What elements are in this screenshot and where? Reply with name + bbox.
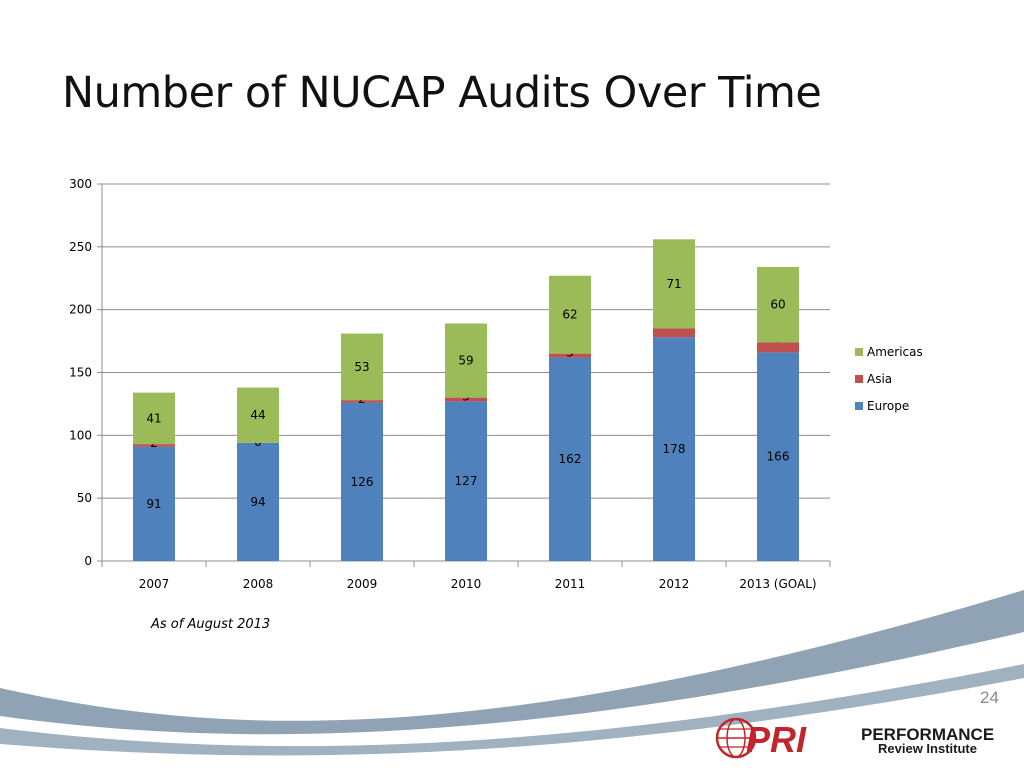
legend-label-asia: Asia [867,372,892,386]
bar-europe [653,337,695,561]
y-tick-label: 50 [77,491,92,505]
y-tick-label: 100 [69,428,92,442]
x-tick-label: 2010 [451,577,482,591]
data-label-americas: 60 [770,298,785,312]
data-label-americas: 59 [458,354,473,368]
bar-europe [549,357,591,561]
x-tick-label: 2009 [347,577,378,591]
logo-line2: Review Institute [878,741,977,756]
bar-americas [237,387,279,443]
data-label-europe: 127 [455,474,478,488]
x-tick-label: 2012 [659,577,690,591]
logo-line1: PERFORMANCE [861,725,994,744]
bar-asia [133,444,175,447]
x-tick-label: 2013 (GOAL) [739,577,816,591]
legend-swatch-asia [855,375,863,383]
bar-europe [237,442,279,561]
data-label-americas: 62 [562,308,577,322]
bar-asia [653,328,695,338]
bar-americas [341,333,383,401]
page-number: 24 [980,688,999,707]
bar-americas [133,392,175,445]
legend-swatch-americas [855,348,863,356]
y-tick-label: 0 [84,554,92,568]
y-tick-label: 200 [69,303,92,317]
stacked-bar-chart: 0 50 100 150 200 250 300 2007 2008 2009 2010 2011 20… [69,177,923,591]
bar-europe [133,446,175,561]
x-tick-label: 2011 [555,577,586,591]
data-label-americas: 44 [250,408,265,422]
globe-icon [715,717,757,759]
y-tick-label: 250 [69,240,92,254]
bar-americas [653,239,695,329]
data-label-americas: 53 [354,360,369,374]
x-tick-label: 2007 [139,577,170,591]
bar-americas [549,275,591,354]
data-label-europe: 162 [559,452,582,466]
data-label-europe: 126 [351,475,374,489]
y-tick-label: 300 [69,177,92,191]
data-label-americas: 71 [666,277,681,291]
legend-label-americas: Americas [867,345,923,359]
x-tick-label: 2008 [243,577,274,591]
bar-europe [445,401,487,561]
bar-americas [757,266,799,343]
y-tick-label: 150 [69,366,92,380]
bar-americas [445,323,487,398]
legend-swatch-europe [855,402,863,410]
bar-asia [445,397,487,402]
bar-asia [757,342,799,353]
data-label-americas: 41 [146,411,161,425]
bar-europe [757,352,799,561]
logo-mark: PRI [746,719,807,760]
data-label-europe: 178 [663,442,686,456]
slide-title: Number of NUCAP Audits Over Time [62,68,822,118]
bar-asia [341,400,383,403]
bar-asia [549,353,591,358]
data-label-europe: 94 [250,495,265,509]
data-label-europe: 166 [767,450,790,464]
data-label-europe: 91 [146,497,161,511]
bar-europe [341,402,383,561]
legend-label-europe: Europe [867,399,909,413]
